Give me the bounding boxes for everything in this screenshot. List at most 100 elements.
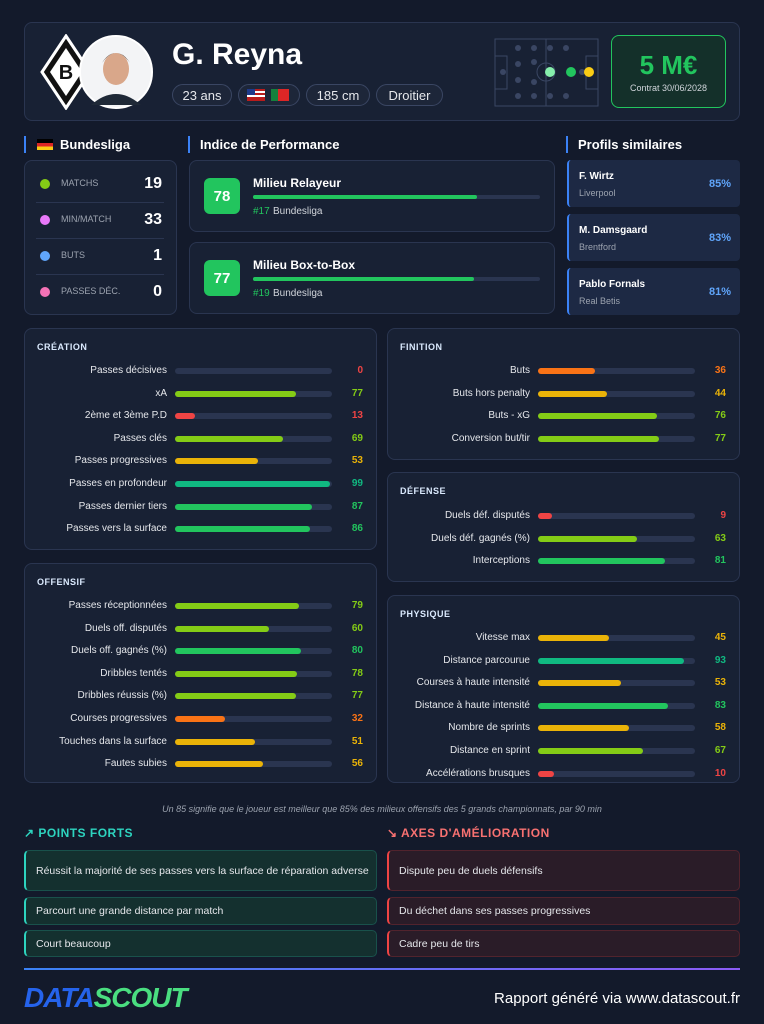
metric-value: 99 <box>351 478 363 489</box>
metric-label: Dribbles réussis (%) <box>77 690 167 702</box>
metric-bar <box>538 657 684 664</box>
similar-club: Brentford <box>579 242 617 252</box>
metric-bar <box>175 648 301 655</box>
metric-label: Conversion but/tir <box>451 432 530 444</box>
position-pitch <box>494 38 599 107</box>
metric-value: 45 <box>714 632 726 643</box>
metric-label: Vitesse max <box>475 632 530 643</box>
metric-label: Duels off. disputés <box>84 622 167 634</box>
league-heading: Bundesliga <box>24 136 130 153</box>
improvements-title: AXES D'AMÉLIORATION <box>400 826 550 840</box>
separator <box>36 238 164 239</box>
metric-label: xA <box>155 387 167 399</box>
metric-value: 51 <box>351 735 363 747</box>
player-photo <box>79 35 153 109</box>
metric-bar <box>175 481 331 487</box>
section-title: OFFENSIF <box>37 577 86 587</box>
value-box <box>611 35 726 108</box>
player-name: G. Reyna <box>172 38 303 71</box>
metric-label: Buts - xG <box>488 410 530 422</box>
stat-icon <box>40 287 50 297</box>
similar-match: 85% <box>708 178 731 190</box>
rank-league: Bundesliga <box>273 206 323 217</box>
metric-value: 87 <box>351 500 363 512</box>
metric-label: Distance parcourue <box>443 654 530 666</box>
metric-bar <box>538 725 630 732</box>
metric-value: 78 <box>351 667 363 679</box>
metric-bar <box>175 761 263 768</box>
metric-value: 93 <box>714 654 726 666</box>
metric-bar <box>538 558 666 565</box>
metric-label: Dribbles tentés <box>100 667 167 679</box>
similar-card <box>567 160 740 207</box>
market-value: 5 M€ <box>639 50 698 80</box>
section-title: FINITION <box>400 342 443 352</box>
metric-bar <box>175 413 196 420</box>
similar-club: Real Betis <box>579 296 621 306</box>
separator <box>36 274 164 275</box>
metric-track <box>175 716 332 722</box>
metric-label: Duels déf. gagnés (%) <box>431 532 530 544</box>
age-pill: 23 ans <box>172 84 232 106</box>
improvements-heading: ↘ AXES D'AMÉLIORATION <box>387 826 550 840</box>
divider <box>24 968 740 970</box>
section-title: PHYSIQUE <box>400 609 451 619</box>
metric-bar <box>538 680 622 687</box>
improvements-item: Du déchet dans ses passes progressives <box>387 897 740 925</box>
metric-label: Courses à haute intensité <box>416 677 530 689</box>
improvements-item: Cadre peu de tirs <box>387 930 740 957</box>
stat-label: PASSES DÉC. <box>61 286 121 296</box>
metric-label: Distance en sprint <box>449 745 530 756</box>
metric-track <box>538 513 695 519</box>
metric-value: 9 <box>720 510 726 521</box>
metric-label: Passes progressives <box>74 455 167 467</box>
metric-bar <box>538 513 553 519</box>
metric-value: 53 <box>714 677 726 689</box>
contract: Contrat 30/06/2028 <box>629 83 708 93</box>
metric-value: 56 <box>351 758 363 770</box>
performance-heading: Indice de Performance <box>188 136 339 153</box>
metric-label: Nombre de sprints <box>448 722 530 734</box>
metric-value: 77 <box>714 432 726 444</box>
metric-label: Duels déf. disputés <box>444 510 530 521</box>
metric-bar <box>538 413 658 420</box>
metric-value: 44 <box>714 387 726 399</box>
metric-value: 10 <box>714 767 726 779</box>
stat-icon <box>40 215 50 225</box>
metric-label: Passes vers la surface <box>66 523 167 535</box>
metric-bar <box>175 458 259 465</box>
rank-league: Bundesliga <box>273 288 323 299</box>
note: Un 85 signifie que le joueur est meilleu… <box>162 804 602 814</box>
metric-track <box>538 635 695 641</box>
flags <box>247 89 289 101</box>
metric-bar <box>538 702 669 709</box>
strengths-item: Court beaucoup <box>24 930 377 957</box>
footer-logo: DATASCOUT <box>24 982 188 1014</box>
section-title: DÉFENSE <box>400 486 447 496</box>
metric-track <box>538 390 695 397</box>
metric-bar <box>175 716 226 722</box>
metric-bar <box>175 603 300 609</box>
metric-label: Duels off. gagnés (%) <box>71 645 167 657</box>
metric-value: 69 <box>351 432 363 444</box>
logo-b: SCOUT <box>93 982 188 1013</box>
foot-pill: Droitier <box>376 84 443 106</box>
similar-club: Liverpool <box>579 188 616 198</box>
role: Milieu Box-to-Box <box>253 258 355 272</box>
metric-label: Passes clés <box>113 432 167 444</box>
metric-bar <box>175 625 270 632</box>
metric-label: Accélérations brusques <box>426 767 530 779</box>
metric-label: Interceptions <box>472 555 530 567</box>
stat-value: 0 <box>153 283 162 300</box>
metric-label: Passes dernier tiers <box>78 500 167 512</box>
metric-value: 79 <box>351 600 363 611</box>
metric-label: Buts <box>509 365 530 376</box>
score-badge: 78 <box>204 178 240 214</box>
stat-label: BUTS <box>61 250 86 260</box>
metric-bar <box>538 748 644 754</box>
metric-value: 77 <box>351 387 363 399</box>
stat-value: 33 <box>144 211 162 228</box>
rank: #17 <box>253 206 270 217</box>
logo-a: DATA <box>24 982 95 1013</box>
